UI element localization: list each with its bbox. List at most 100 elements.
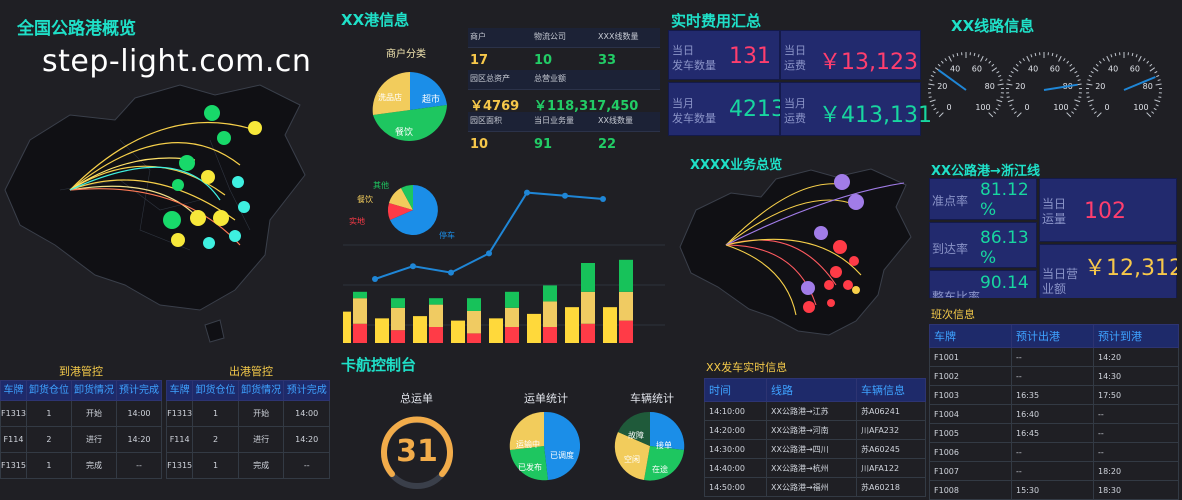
bar bbox=[413, 316, 427, 343]
info-label: 园区总资产 bbox=[468, 70, 532, 90]
bar-segment bbox=[505, 327, 519, 343]
realtime-header: 线路 bbox=[766, 378, 857, 402]
line-point bbox=[372, 276, 378, 282]
pie-label: 其他 bbox=[373, 180, 389, 190]
china-map-business bbox=[679, 168, 912, 336]
bar-segment bbox=[505, 307, 519, 327]
cell: -- bbox=[1093, 423, 1179, 443]
gauge-tick-label: 100 bbox=[1133, 103, 1148, 112]
gauge-tick-label: 80 bbox=[1143, 82, 1153, 91]
tile-label: 运费 bbox=[784, 112, 806, 125]
gauge-tick-label: 0 bbox=[1024, 103, 1029, 112]
watermark: step-light.com.cn bbox=[42, 44, 312, 79]
pie-label: 餐饮 bbox=[395, 126, 413, 138]
bar bbox=[343, 311, 351, 343]
cell: -- bbox=[1011, 366, 1094, 386]
cell: F1002 bbox=[929, 366, 1012, 386]
bar-segment bbox=[353, 323, 367, 343]
cell: F1313 bbox=[165, 400, 194, 427]
info-value: ￥118,317,450 bbox=[534, 99, 639, 114]
pie-slice bbox=[510, 446, 548, 481]
pie-slice bbox=[372, 72, 410, 115]
pie-slice bbox=[410, 72, 447, 110]
pie-label: 超市 bbox=[422, 93, 440, 105]
tile-label: 发车数量 bbox=[672, 59, 716, 72]
kpi-value: 86.13 % bbox=[980, 228, 1029, 268]
kpi-label: 准点率 bbox=[932, 194, 969, 208]
pie-slice bbox=[509, 411, 544, 450]
kpi-label: 当日营业额 bbox=[1042, 267, 1079, 296]
overview-title: 全国公路港概览 bbox=[17, 19, 136, 39]
arrival-header: 卸货仓位 bbox=[25, 380, 72, 401]
bar-segment bbox=[429, 304, 443, 327]
table-row: F1001 -- 14:20 bbox=[929, 347, 1179, 367]
cell: 川AFA232 bbox=[856, 420, 926, 440]
fee-tile: 当月 发车数量 4213 bbox=[668, 82, 785, 136]
cell: 苏A60218 bbox=[856, 477, 926, 497]
info-value: 10 bbox=[534, 53, 553, 68]
cell: 1 bbox=[25, 400, 72, 427]
cell: F1315 bbox=[0, 452, 27, 479]
bar-segment bbox=[505, 291, 519, 308]
table-row: 14:20:00 XX公路港→河南 川AFA232 bbox=[704, 420, 926, 440]
tile-value: 131 bbox=[729, 44, 771, 69]
route-gauges: 020406080100020406080100020406080100 bbox=[928, 52, 1162, 118]
info-label: 总营业额 bbox=[532, 70, 660, 90]
cell: XX公路港→福州 bbox=[766, 477, 857, 497]
info-label: XX线数量 bbox=[596, 112, 660, 132]
cell: -- bbox=[1011, 461, 1094, 481]
pie-label: 接单 bbox=[656, 440, 672, 450]
arrival-header: 预计完成 bbox=[115, 380, 163, 401]
cell: 1 bbox=[192, 452, 239, 479]
orders-stats-label: 运单统计 bbox=[524, 392, 568, 405]
kpi-label: 当日运量 bbox=[1042, 197, 1067, 226]
pie-label: 餐饮 bbox=[357, 194, 373, 204]
pie-slice bbox=[614, 432, 650, 480]
info-value: 33 bbox=[598, 53, 617, 68]
table-row: F1007 -- 18:20 bbox=[929, 461, 1179, 481]
pie-label: 已调度 bbox=[550, 450, 574, 460]
bar-segment bbox=[467, 311, 481, 334]
kpi-value: ￥12,312 bbox=[1084, 256, 1177, 281]
cell: F1313 bbox=[0, 400, 27, 427]
cell: 2 bbox=[25, 426, 72, 453]
business-title: XXXX业务总览 bbox=[690, 158, 783, 173]
info-label: 园区面积 bbox=[468, 112, 532, 132]
cell: 完成 bbox=[237, 452, 285, 479]
line-point bbox=[448, 269, 454, 276]
cell: XX公路港→杭州 bbox=[766, 458, 857, 478]
kpi-value: 81.12 % bbox=[980, 180, 1029, 220]
shift-title: 班次信息 bbox=[931, 308, 975, 321]
merchant-pie: 超市 餐饮 洗品店 bbox=[372, 72, 447, 141]
line-point bbox=[562, 192, 568, 199]
gauge-tick-label: 20 bbox=[937, 82, 947, 91]
total-orders-label: 总运单 bbox=[400, 392, 433, 405]
info-label: 物流公司 bbox=[532, 28, 596, 48]
cell: 苏A60245 bbox=[856, 439, 926, 459]
port-info-grid: 商户 物流公司 XXX线数量 17 10 33 园区总资产 总营业额 ￥4769… bbox=[468, 28, 660, 154]
cell: 开始 bbox=[70, 400, 117, 427]
bar-segment bbox=[619, 320, 633, 343]
departure-header: 卸货情况 bbox=[237, 380, 285, 401]
cell: 16:40 bbox=[1011, 404, 1094, 424]
line-point bbox=[410, 263, 416, 270]
arrival-header: 车牌 bbox=[0, 380, 27, 401]
kpi-value: 90.14 bbox=[980, 273, 1029, 293]
cell: 完成 bbox=[70, 452, 117, 479]
shift-table: 车牌 预计出港 预计到港 F1001 -- 14:20 F1002 -- 14:30 F10… bbox=[929, 324, 1179, 500]
info-label: XXX线数量 bbox=[596, 28, 660, 48]
cell: 14:20 bbox=[1093, 347, 1179, 367]
gauge-needle bbox=[937, 69, 967, 91]
tile-label: 当月 bbox=[672, 97, 694, 110]
departure-title: 出港管控 bbox=[229, 365, 273, 378]
cell: F1008 bbox=[929, 480, 1012, 500]
pie-slice bbox=[544, 411, 580, 480]
bar-segment bbox=[353, 298, 367, 324]
kpi-tile: 准点率 81.12 % bbox=[929, 178, 1037, 220]
departure-table: 车牌 卸货仓位 卸货情况 预计完成 F1313 1 开始 14:00 F114 2 进行 1… bbox=[165, 380, 330, 479]
cell: 14:30 bbox=[1093, 366, 1179, 386]
gauge-needle bbox=[1123, 76, 1156, 91]
cell: F1007 bbox=[929, 461, 1012, 481]
cell: 2 bbox=[192, 426, 239, 453]
